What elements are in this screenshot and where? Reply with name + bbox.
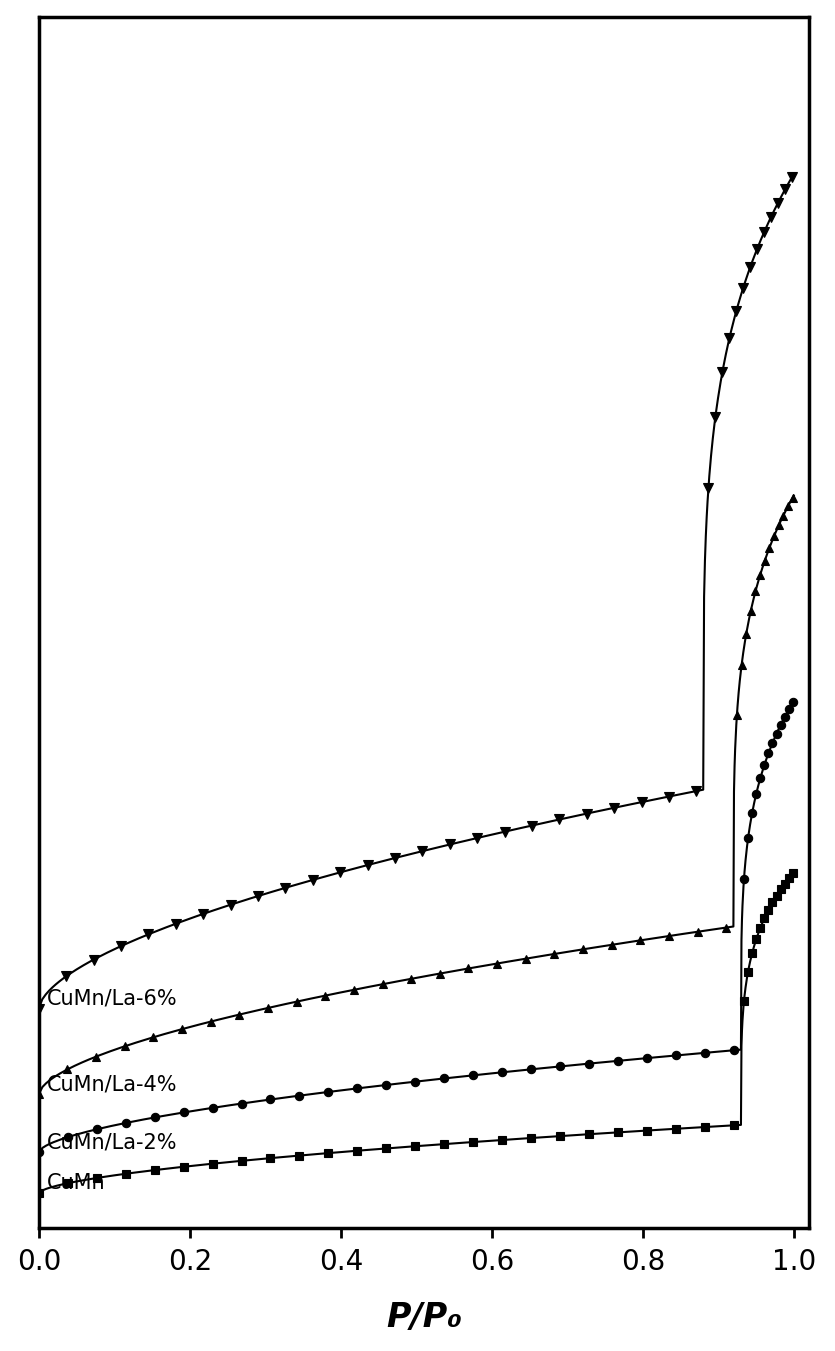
Text: CuMn/La-2%: CuMn/La-2% xyxy=(47,1132,177,1152)
Text: CuMn/La-6%: CuMn/La-6% xyxy=(47,989,177,1009)
Text: CuMn: CuMn xyxy=(47,1173,105,1193)
X-axis label: P/P₀: P/P₀ xyxy=(386,1301,462,1335)
Text: CuMn/La-4%: CuMn/La-4% xyxy=(47,1074,177,1094)
